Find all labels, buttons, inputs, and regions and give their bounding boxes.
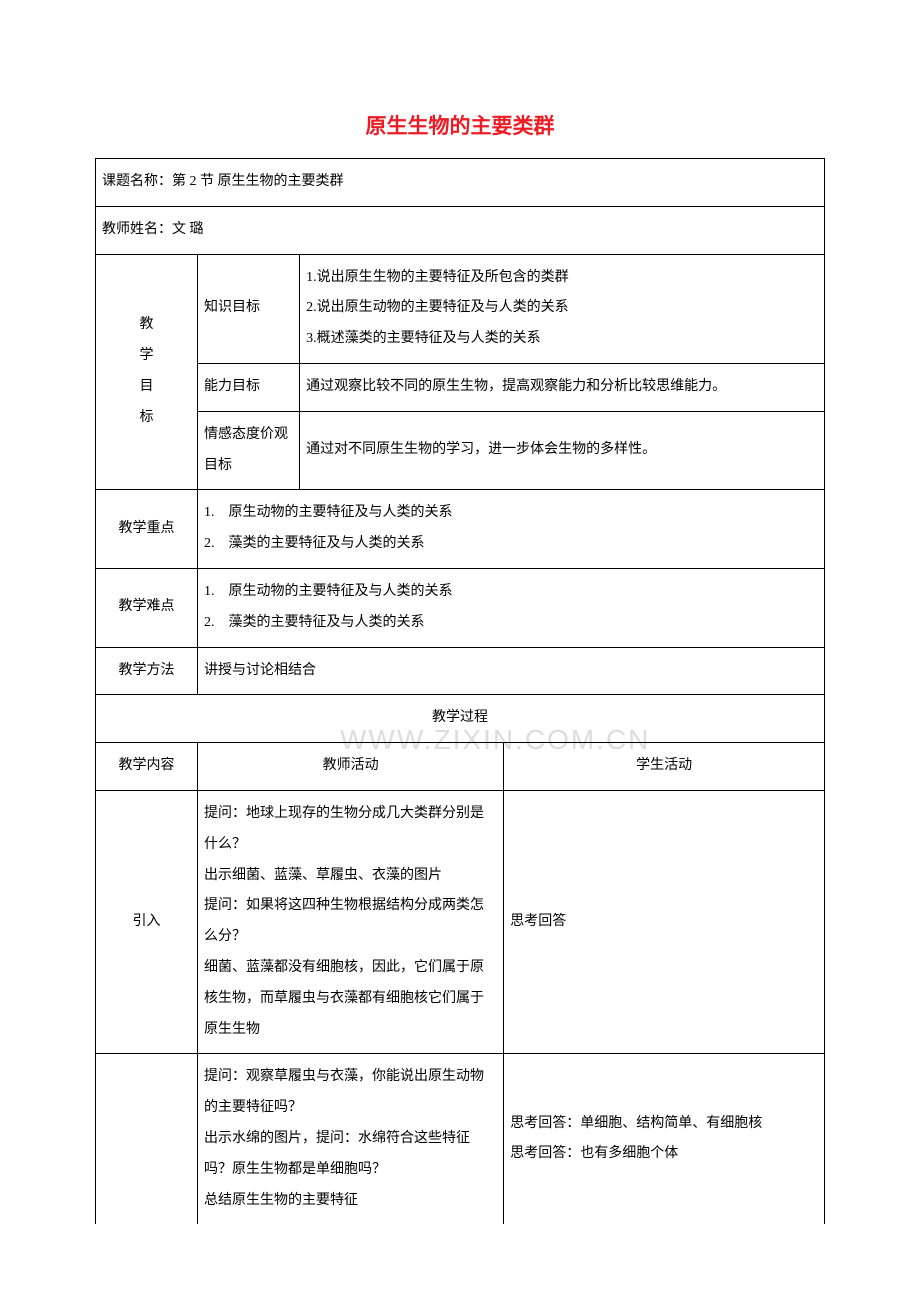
emotion-text: 通过对不同原生生物的学习，进一步体会生物的多样性。: [300, 411, 825, 490]
knowledge-items: 1.说出原生生物的主要特征及所包含的类群 2.说出原生动物的主要特征及与人类的关…: [300, 254, 825, 363]
knowledge-objective-row: 教 学 目 标 知识目标 1.说出原生生物的主要特征及所包含的类群 2.说出原生…: [96, 254, 825, 363]
knowledge-label: 知识目标: [198, 254, 300, 363]
section2-teacher-text: 提问：观察草履虫与衣藻，你能说出原生动物的主要特征吗？ 出示水绵的图片，提问：水…: [198, 1054, 504, 1224]
key-point-items: 1. 原生动物的主要特征及与人类的关系 2. 藻类的主要特征及与人类的关系: [198, 490, 825, 569]
process-header-row: 教学过程: [96, 695, 825, 743]
emotion-label: 情感态度价观目标: [198, 411, 300, 490]
section2-student-text: 思考回答：单细胞、结构简单、有细胞核 思考回答：也有多细胞个体: [504, 1054, 825, 1224]
emotion-objective-row: 情感态度价观目标 通过对不同原生生物的学习，进一步体会生物的多样性。: [96, 411, 825, 490]
page-title: 原生生物的主要类群: [95, 110, 825, 140]
key-point-row: 教学重点 1. 原生动物的主要特征及与人类的关系 2. 藻类的主要特征及与人类的…: [96, 490, 825, 569]
intro-teacher-text: 提问：地球上现存的生物分成几大类群分别是什么？ 出示细菌、蓝藻、草履虫、衣藻的图…: [198, 790, 504, 1053]
intro-row: 引入 提问：地球上现存的生物分成几大类群分别是什么？ 出示细菌、蓝藻、草履虫、衣…: [96, 790, 825, 1053]
lesson-plan-table: 课题名称：第 2 节 原生生物的主要类群 教师姓名：文 璐 教 学 目 标 知识…: [95, 158, 825, 1224]
course-name-row: 课题名称：第 2 节 原生生物的主要类群: [96, 159, 825, 207]
content-column-header: 教学内容: [96, 743, 198, 791]
method-label: 教学方法: [96, 647, 198, 695]
difficulty-row: 教学难点 1. 原生动物的主要特征及与人类的关系 2. 藻类的主要特征及与人类的…: [96, 568, 825, 647]
teacher-column-header: 教师活动: [198, 743, 504, 791]
method-row: 教学方法 讲授与讨论相结合: [96, 647, 825, 695]
process-columns-row: 教学内容 教师活动 学生活动: [96, 743, 825, 791]
ability-text: 通过观察比较不同的原生生物，提高观察能力和分析比较思维能力。: [300, 363, 825, 411]
key-point-label: 教学重点: [96, 490, 198, 569]
student-column-header: 学生活动: [504, 743, 825, 791]
method-text: 讲授与讨论相结合: [198, 647, 825, 695]
course-name-cell: 课题名称：第 2 节 原生生物的主要类群: [96, 159, 825, 207]
intro-label: 引入: [96, 790, 198, 1053]
teacher-row: 教师姓名：文 璐: [96, 206, 825, 254]
difficulty-label: 教学难点: [96, 568, 198, 647]
teacher-cell: 教师姓名：文 璐: [96, 206, 825, 254]
section2-label: [96, 1054, 198, 1224]
section2-row: 提问：观察草履虫与衣藻，你能说出原生动物的主要特征吗？ 出示水绵的图片，提问：水…: [96, 1054, 825, 1224]
intro-student-text: 思考回答: [504, 790, 825, 1053]
objectives-label: 教 学 目 标: [96, 254, 198, 490]
ability-objective-row: 能力目标 通过观察比较不同的原生生物，提高观察能力和分析比较思维能力。: [96, 363, 825, 411]
ability-label: 能力目标: [198, 363, 300, 411]
process-header: 教学过程: [96, 695, 825, 743]
difficulty-items: 1. 原生动物的主要特征及与人类的关系 2. 藻类的主要特征及与人类的关系: [198, 568, 825, 647]
